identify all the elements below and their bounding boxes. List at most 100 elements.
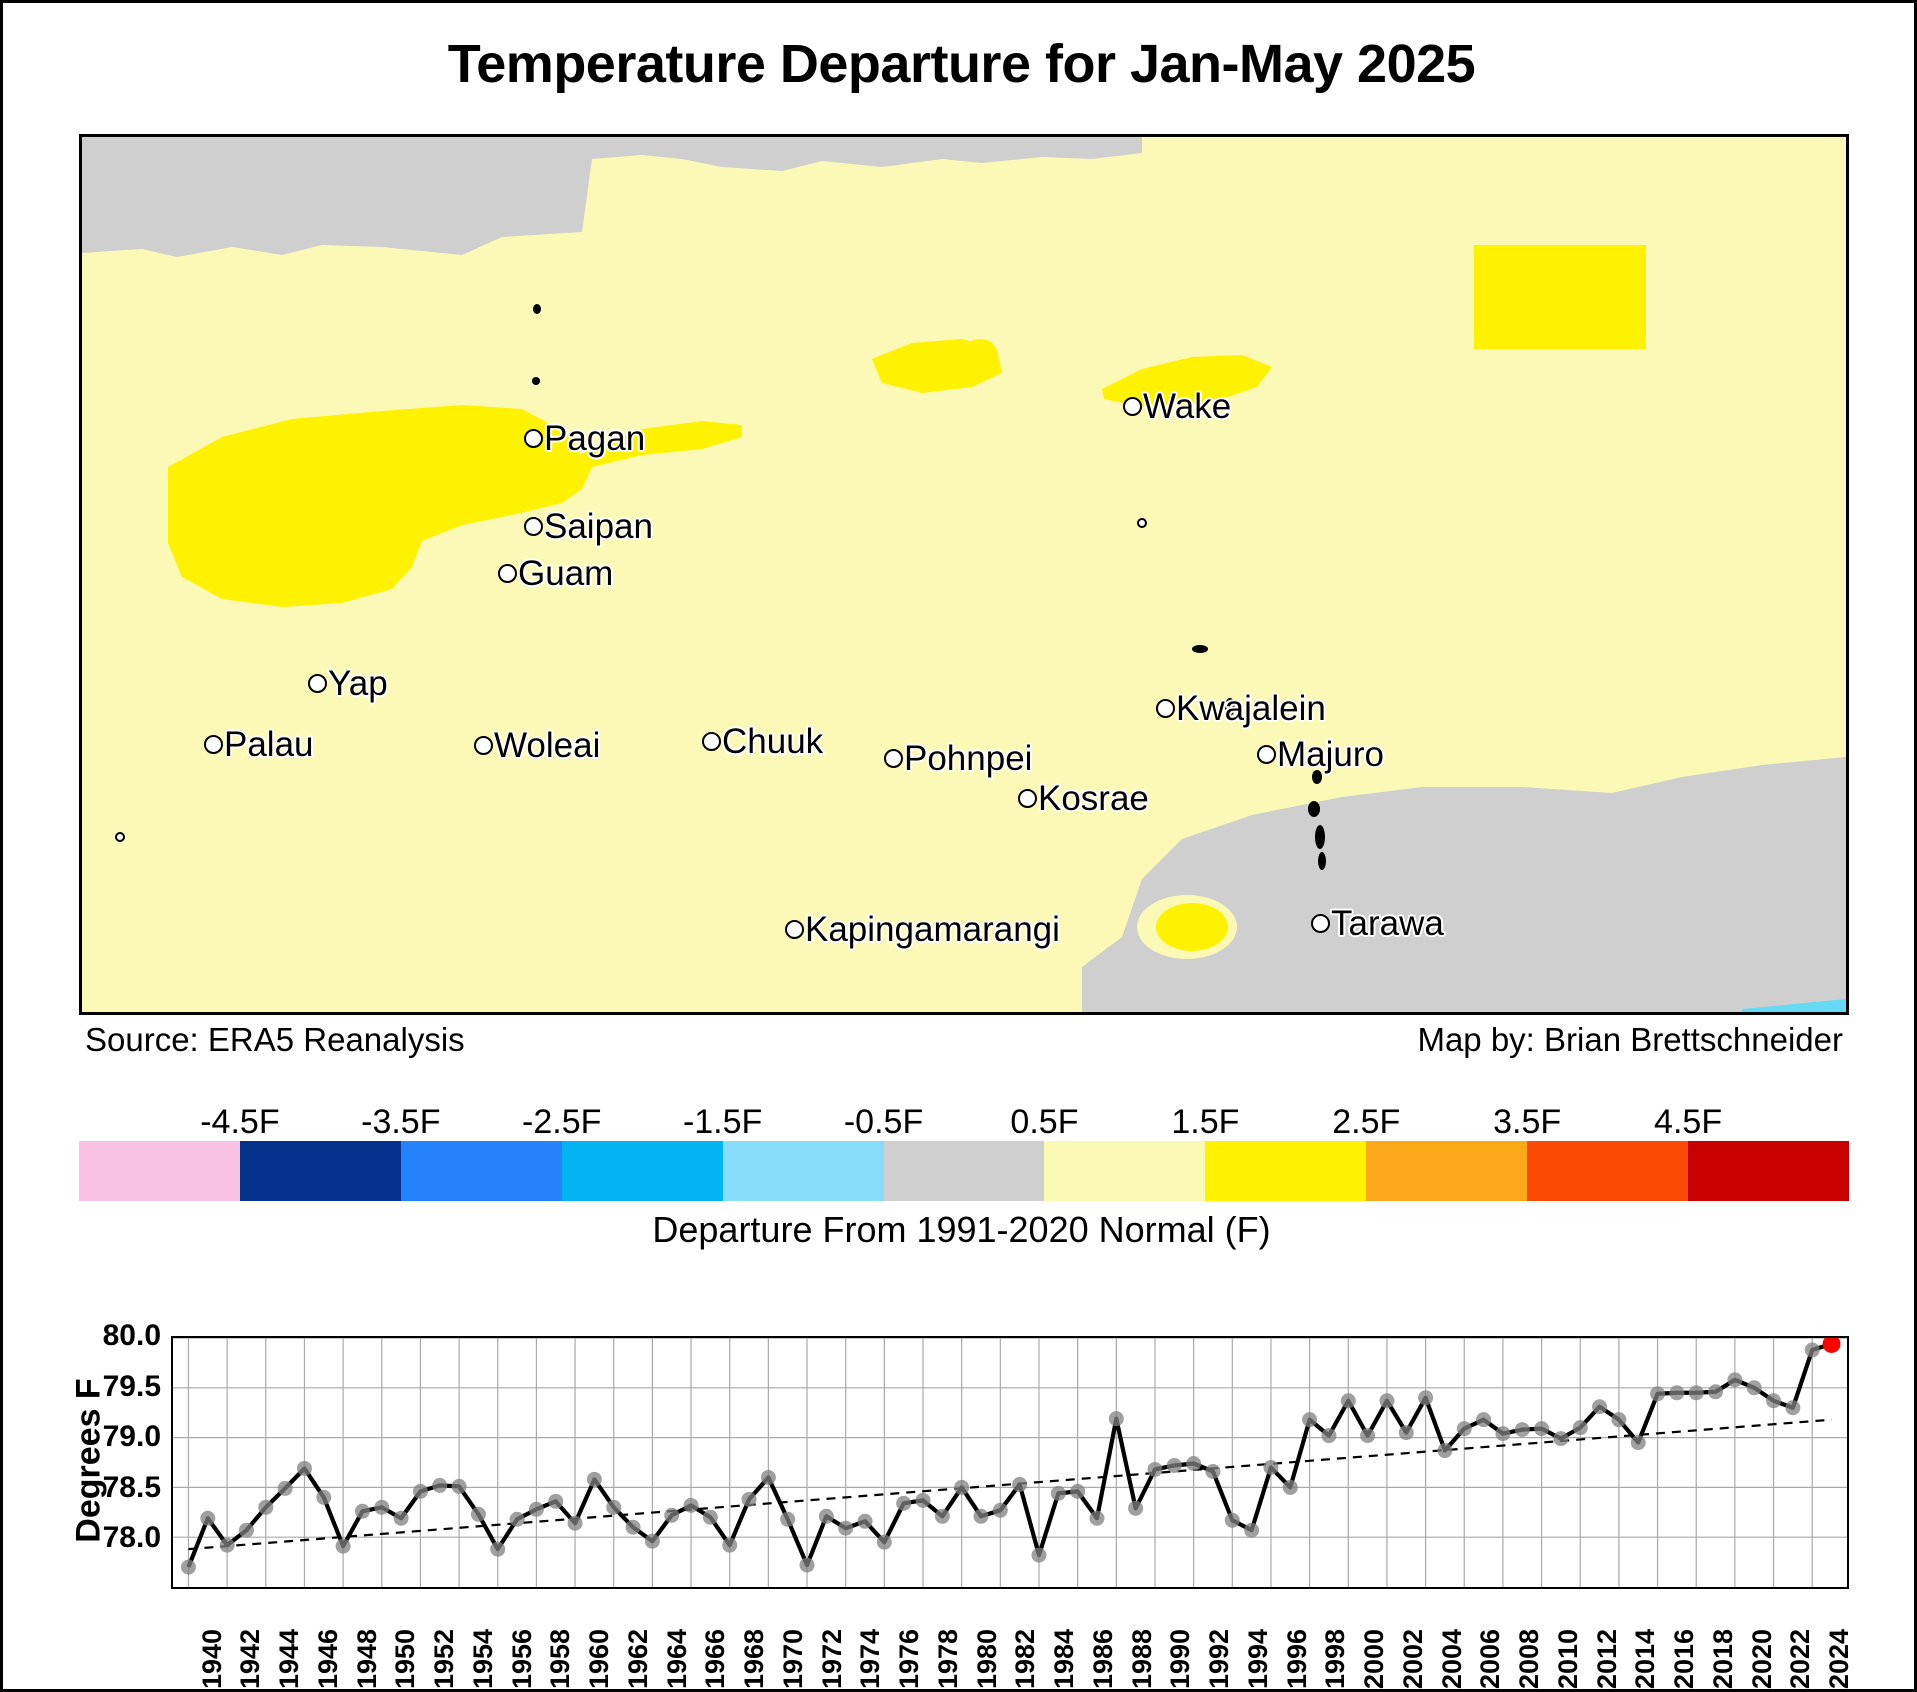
station-marker-icon xyxy=(308,674,327,693)
colorbar-tick-label: 1.5F xyxy=(1171,1103,1240,1141)
station-wake[interactable]: Wake xyxy=(1123,389,1231,424)
station-label: Guam xyxy=(518,554,614,593)
x-tick-label: 1998 xyxy=(1320,1628,1351,1689)
map-shapes xyxy=(82,137,1846,1012)
x-axis-ticks: 1940 1942 1944 1946 1948 1950 1952 1954 1956 1958… xyxy=(171,1595,1855,1691)
colorbar-title: Departure From 1991-2020 Normal (F) xyxy=(652,1209,1271,1250)
station-kosrae[interactable]: Kosrae xyxy=(1018,781,1149,816)
station-marker-icon xyxy=(474,736,493,755)
colorbar-swatch-10 xyxy=(1688,1141,1849,1201)
station-guam[interactable]: Guam xyxy=(498,556,613,591)
y-tick-label: 80.0 xyxy=(102,1319,161,1352)
y-tick-label: 78.5 xyxy=(102,1470,161,1504)
colorbar-swatch-0 xyxy=(79,1141,240,1201)
colorbar-swatch-3 xyxy=(561,1141,723,1201)
station-label: Kapingamarangi xyxy=(805,910,1060,949)
colorbar-swatch-6 xyxy=(1044,1141,1206,1201)
x-tick-label: 1966 xyxy=(700,1628,731,1689)
x-tick-label: 1940 xyxy=(196,1628,227,1689)
x-tick-label: 1948 xyxy=(351,1628,382,1689)
x-tick-label: 1964 xyxy=(661,1628,692,1689)
station-marker-icon xyxy=(1257,745,1276,764)
colorbar-swatch-7 xyxy=(1205,1141,1367,1201)
x-tick-label: 1982 xyxy=(1010,1628,1041,1689)
x-tick-label: 1970 xyxy=(777,1628,808,1689)
station-marker-icon xyxy=(884,749,903,768)
x-tick-label: 2016 xyxy=(1669,1628,1700,1689)
x-tick-label: 1986 xyxy=(1087,1628,1118,1689)
colorbar-swatch-1 xyxy=(239,1141,401,1201)
x-tick-label: 2022 xyxy=(1785,1628,1816,1689)
station-marker-icon xyxy=(498,564,517,583)
y-axis-ticks: 78.0 78.5 79.0 79.5 80.0 xyxy=(21,1319,161,1589)
x-tick-label: 1994 xyxy=(1242,1628,1273,1689)
station-chuuk[interactable]: Chuuk xyxy=(702,724,823,759)
x-tick-label: 2004 xyxy=(1436,1628,1467,1689)
x-tick-label: 1978 xyxy=(932,1628,963,1689)
x-tick-label: 1992 xyxy=(1204,1628,1235,1689)
colorbar-tick-label: -0.5F xyxy=(843,1103,924,1141)
x-tick-label: 1976 xyxy=(894,1628,925,1689)
colorbar-tick-label: -4.5F xyxy=(200,1103,280,1141)
colorbar-swatch-4 xyxy=(722,1141,884,1201)
station-label: Pagan xyxy=(544,419,646,458)
station-pagan[interactable]: Pagan xyxy=(524,421,645,456)
station-label: Yap xyxy=(328,664,388,703)
station-pohnpei[interactable]: Pohnpei xyxy=(884,741,1032,776)
x-tick-label: 2014 xyxy=(1630,1628,1661,1689)
x-tick-label: 1942 xyxy=(235,1628,266,1689)
station-label: Kwajalein xyxy=(1176,689,1326,728)
station-marker-icon xyxy=(1123,397,1142,416)
station-yap[interactable]: Yap xyxy=(308,666,388,701)
x-tick-label: 1968 xyxy=(739,1628,770,1689)
x-tick-label: 2018 xyxy=(1707,1628,1738,1689)
station-label: Saipan xyxy=(544,507,653,546)
x-tick-label: 1974 xyxy=(855,1628,886,1689)
station-palau[interactable]: Palau xyxy=(204,727,314,762)
colorbar-tick-label: 2.5F xyxy=(1332,1103,1401,1141)
x-tick-label: 1946 xyxy=(312,1628,343,1689)
x-tick-label: 2024 xyxy=(1824,1628,1855,1689)
station-label: Pohnpei xyxy=(904,739,1033,778)
x-tick-label: 2012 xyxy=(1591,1628,1622,1689)
station-label: Tarawa xyxy=(1331,904,1444,943)
map-credits: Source: ERA5 Reanalysis Map by: Brian Br… xyxy=(79,1021,1849,1067)
x-tick-label: 1962 xyxy=(622,1628,653,1689)
station-woleai[interactable]: Woleai xyxy=(474,728,600,763)
colorbar-ticks: -4.5F -3.5F -2.5F -1.5F -0.5F 0.5F 1.5F 2.5F 3.5… xyxy=(79,1103,1849,1195)
station-kapingamarangi[interactable]: Kapingamarangi xyxy=(785,912,1060,947)
colorbar-tick-label: -2.5F xyxy=(522,1103,602,1141)
page-title: Temperature Departure for Jan-May 2025 xyxy=(447,34,1476,94)
x-tick-label: 1944 xyxy=(274,1628,304,1689)
credit-label: Map by: Brian Brettschneider xyxy=(1417,1021,1843,1058)
station-label: Majuro xyxy=(1277,735,1384,774)
x-tick-label: 2020 xyxy=(1746,1628,1777,1689)
colorbar-tick-label: 3.5F xyxy=(1493,1103,1562,1141)
y-tick-label: 78.0 xyxy=(102,1521,161,1555)
station-majuro[interactable]: Majuro xyxy=(1257,737,1384,772)
station-marker-icon xyxy=(524,429,543,448)
station-marker-icon xyxy=(1311,914,1330,933)
x-tick-label: 2006 xyxy=(1475,1628,1506,1689)
station-kwajalein[interactable]: Kwajalein xyxy=(1156,691,1326,726)
station-label: Wake xyxy=(1143,387,1232,426)
y-tick-label: 79.0 xyxy=(102,1420,161,1454)
departure-map: Pagan Saipan Guam Yap Palau Woleai Chuuk xyxy=(79,134,1849,1015)
station-label: Palau xyxy=(224,725,314,764)
colorbar-swatch-5 xyxy=(883,1141,1045,1201)
x-tick-label: 1958 xyxy=(545,1628,576,1689)
x-tick-label: 1996 xyxy=(1281,1628,1312,1689)
colorbar-tick-label: 4.5F xyxy=(1654,1103,1723,1141)
colorbar-swatch-2 xyxy=(400,1141,562,1201)
station-tarawa[interactable]: Tarawa xyxy=(1311,906,1444,941)
x-tick-label: 1956 xyxy=(506,1628,537,1689)
x-tick-label: 1988 xyxy=(1126,1628,1157,1689)
timeseries-plot xyxy=(173,1338,1847,1587)
source-label: Source: ERA5 Reanalysis xyxy=(85,1021,465,1058)
station-saipan[interactable]: Saipan xyxy=(524,509,653,544)
colorbar xyxy=(79,1141,1849,1201)
x-tick-label: 1980 xyxy=(971,1628,1002,1689)
x-tick-label: 1984 xyxy=(1049,1628,1080,1689)
x-tick-label: 1952 xyxy=(429,1628,460,1689)
x-tick-label: 2008 xyxy=(1514,1628,1545,1689)
